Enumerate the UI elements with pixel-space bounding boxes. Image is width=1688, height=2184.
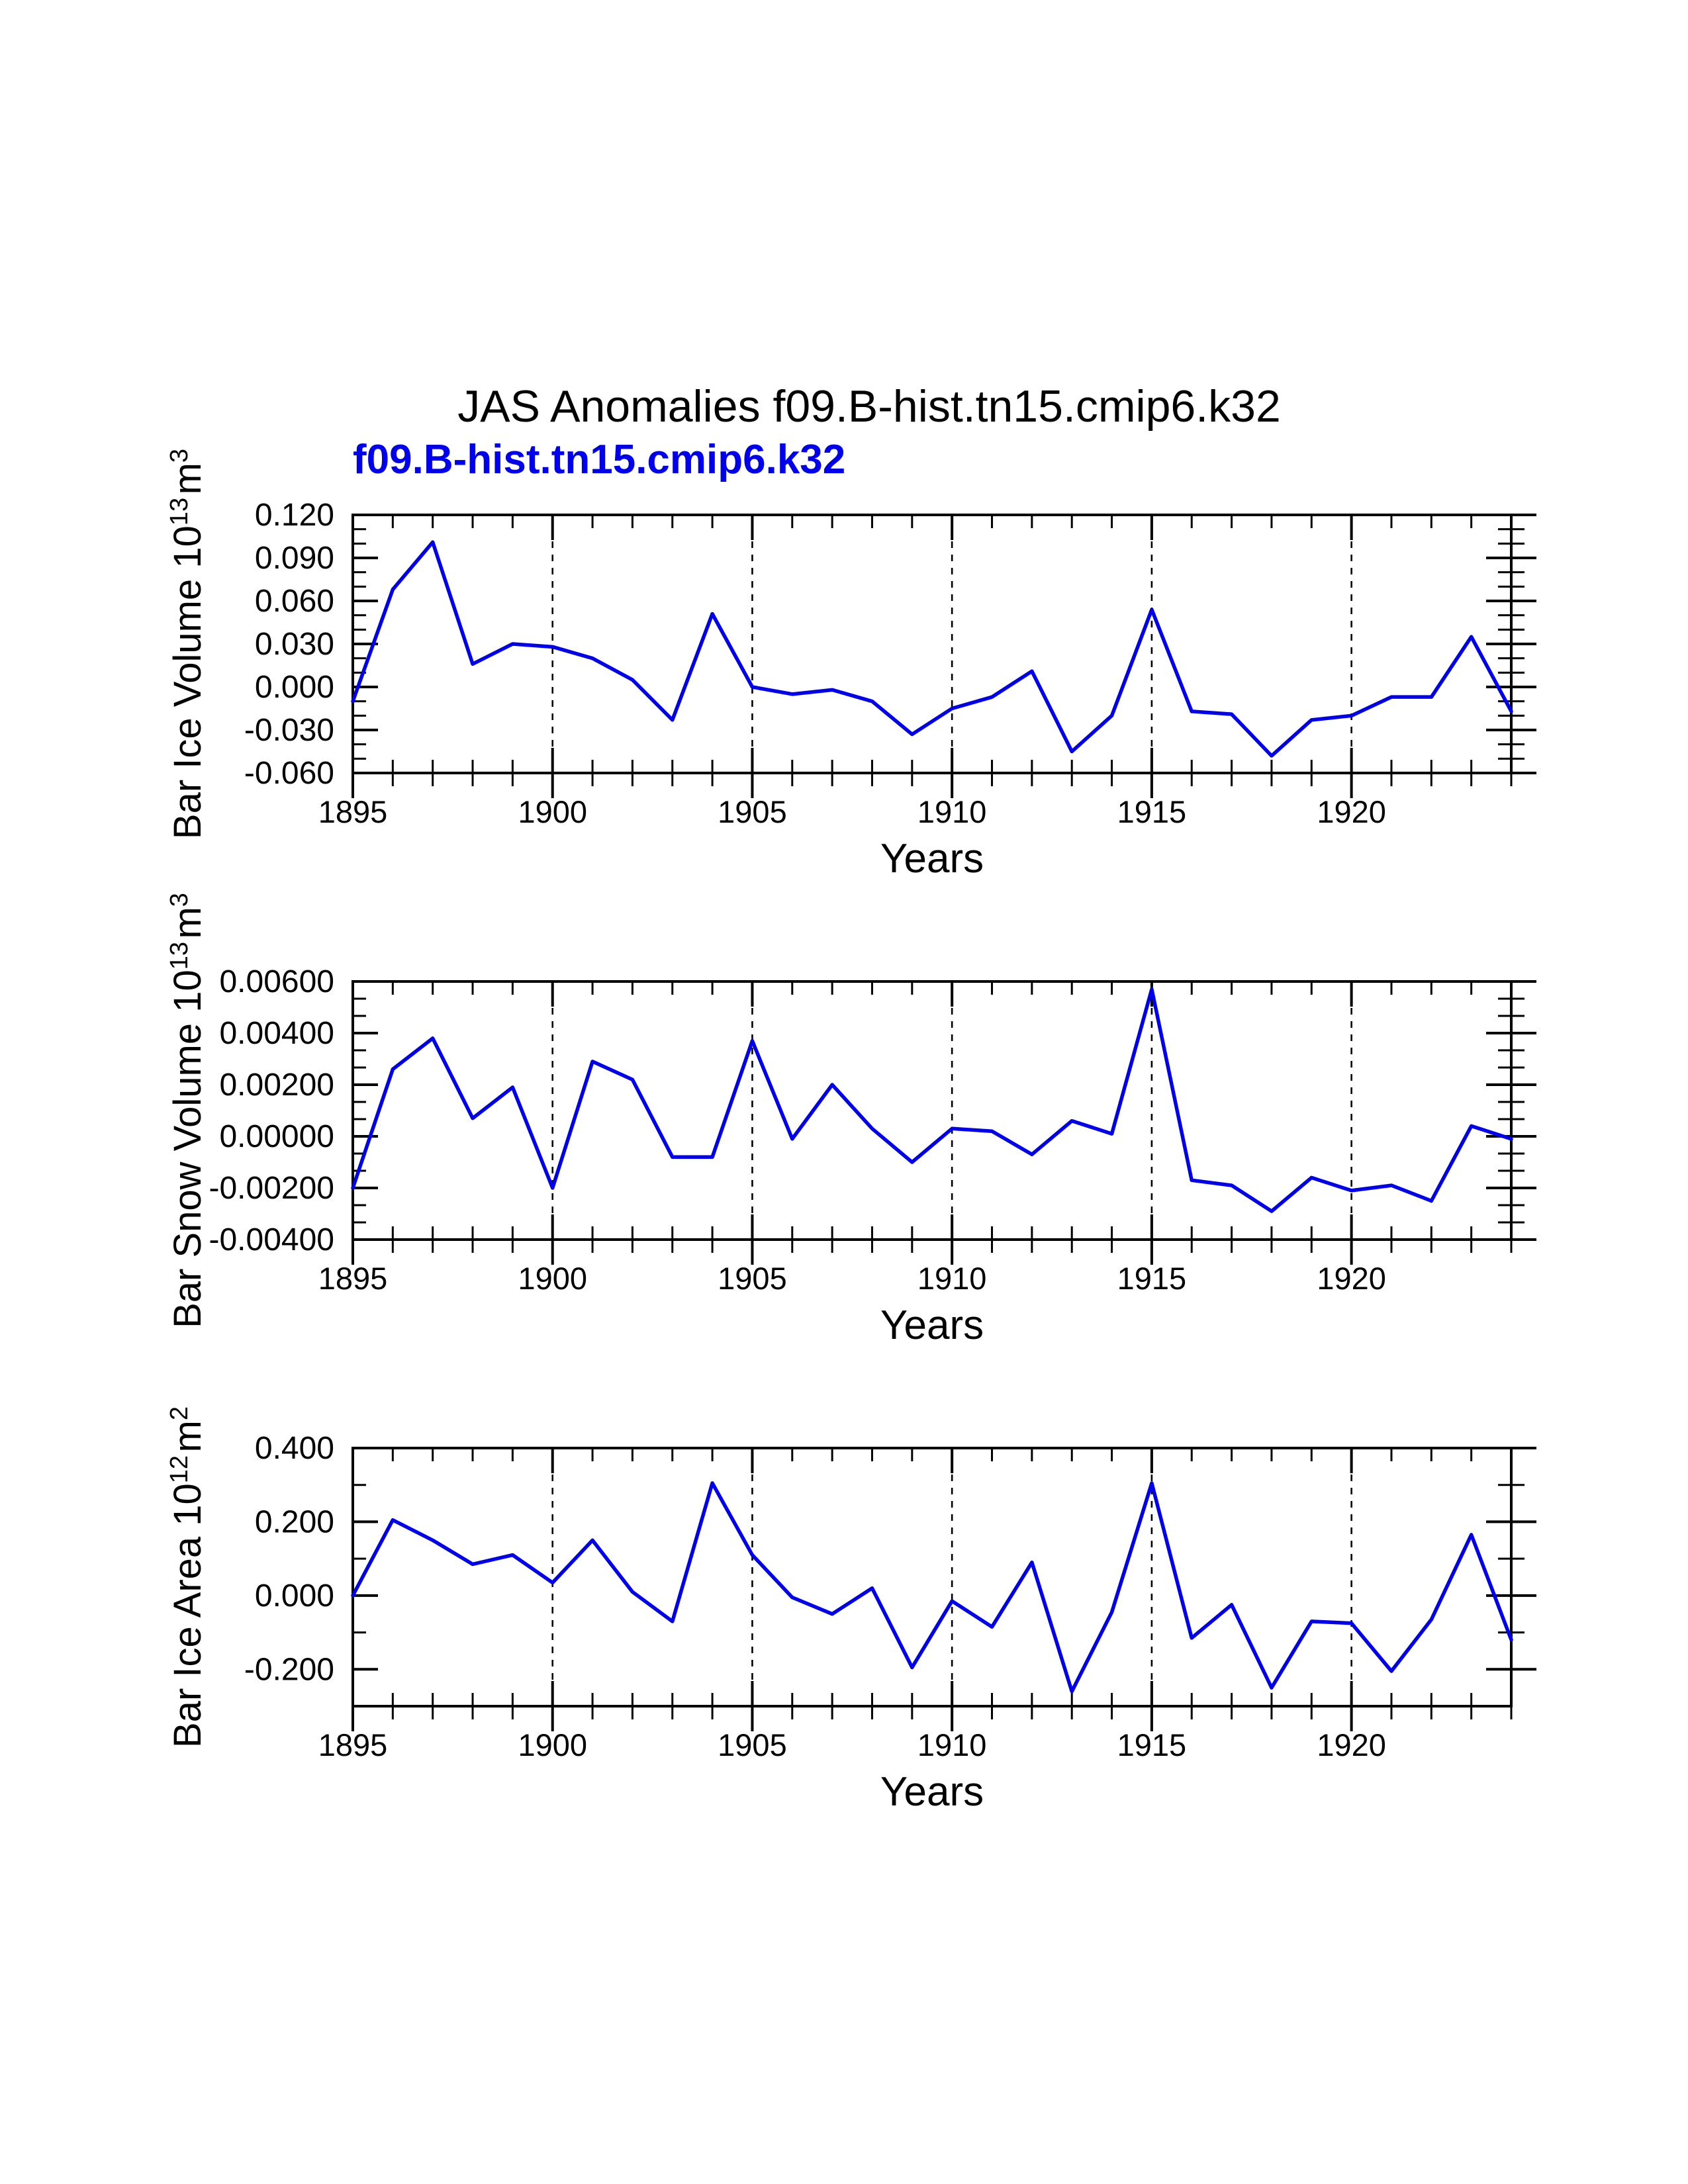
svg-text:JAS Anomalies f09.B-hist.tn15.: JAS Anomalies f09.B-hist.tn15.cmip6.k32 (457, 381, 1281, 432)
svg-text:1910: 1910 (917, 1261, 987, 1296)
svg-text:1900: 1900 (518, 1261, 587, 1296)
svg-text:1905: 1905 (718, 1727, 787, 1762)
svg-text:1900: 1900 (518, 794, 587, 829)
svg-text:0.060: 0.060 (255, 584, 334, 619)
svg-text:0.00600: 0.00600 (219, 964, 334, 999)
svg-text:Years: Years (880, 1302, 984, 1348)
svg-text:1915: 1915 (1117, 794, 1187, 829)
svg-text:1910: 1910 (917, 1727, 987, 1762)
svg-text:0.030: 0.030 (255, 627, 334, 662)
svg-text:f09.B-hist.tn15.cmip6.k32: f09.B-hist.tn15.cmip6.k32 (353, 437, 845, 482)
svg-text:0.400: 0.400 (255, 1431, 334, 1466)
svg-text:1920: 1920 (1317, 1727, 1386, 1762)
svg-text:1915: 1915 (1117, 1727, 1187, 1762)
svg-text:0.00000: 0.00000 (219, 1119, 334, 1154)
svg-text:0.00200: 0.00200 (219, 1068, 334, 1103)
svg-text:1920: 1920 (1317, 1261, 1386, 1296)
svg-text:-0.00400: -0.00400 (209, 1222, 335, 1257)
svg-text:0.000: 0.000 (255, 1578, 334, 1614)
svg-text:1910: 1910 (917, 794, 987, 829)
svg-text:Years: Years (880, 1769, 984, 1815)
svg-text:0.000: 0.000 (255, 670, 334, 705)
svg-text:0.090: 0.090 (255, 541, 334, 576)
svg-text:-0.200: -0.200 (244, 1652, 334, 1687)
svg-text:-0.00200: -0.00200 (209, 1171, 335, 1206)
svg-text:1905: 1905 (718, 1261, 787, 1296)
svg-text:1920: 1920 (1317, 794, 1386, 829)
svg-text:Years: Years (880, 836, 984, 882)
svg-text:1915: 1915 (1117, 1261, 1187, 1296)
svg-text:-0.030: -0.030 (244, 713, 334, 748)
svg-text:0.00400: 0.00400 (219, 1016, 334, 1051)
svg-text:1905: 1905 (718, 794, 787, 829)
svg-text:0.200: 0.200 (255, 1504, 334, 1539)
svg-text:1895: 1895 (318, 1727, 388, 1762)
svg-text:1895: 1895 (318, 794, 388, 829)
svg-text:1900: 1900 (518, 1727, 587, 1762)
svg-text:1895: 1895 (318, 1261, 388, 1296)
svg-text:-0.060: -0.060 (244, 756, 334, 791)
svg-text:0.120: 0.120 (255, 498, 334, 533)
